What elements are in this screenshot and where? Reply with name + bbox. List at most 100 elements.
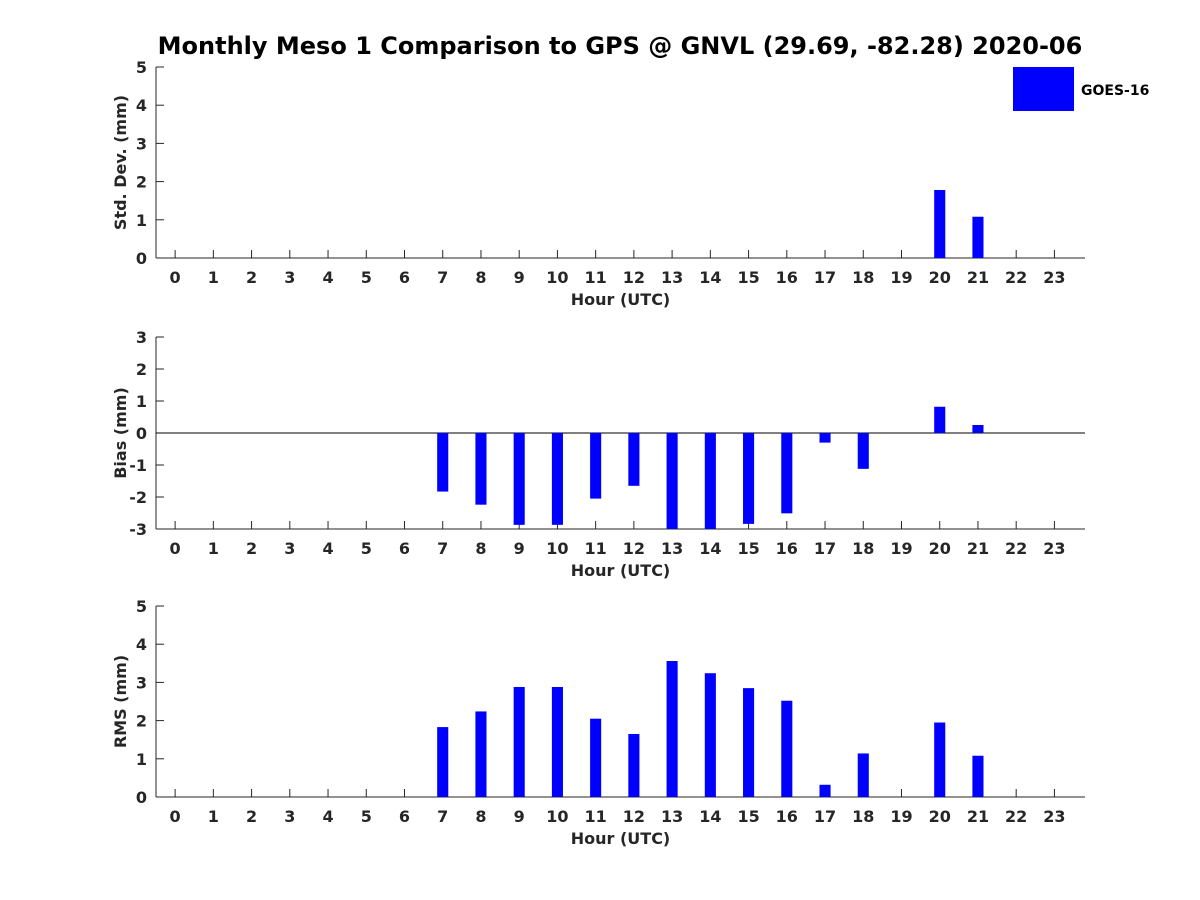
std-dev-bar (972, 216, 984, 258)
rms-bar (513, 686, 525, 797)
bias-y-tick-label: 2 (136, 360, 147, 379)
std-dev-x-tick-label: 0 (170, 268, 181, 287)
std-dev-x-tick-label: 6 (399, 268, 410, 287)
rms-x-tick-label: 18 (852, 807, 874, 826)
std-dev-x-tick-label: 16 (776, 268, 798, 287)
bias-x-tick-label: 0 (170, 539, 181, 558)
bias-x-tick-label: 9 (514, 539, 525, 558)
bias-x-tick-label: 23 (1043, 539, 1065, 558)
rms-bar (934, 722, 946, 797)
std-dev-x-tick-label: 23 (1043, 268, 1065, 287)
rms-bar (666, 661, 678, 797)
bias-y-tick-label: 0 (136, 424, 147, 443)
rms-x-tick-label: 9 (514, 807, 525, 826)
bias-x-tick-label: 3 (284, 539, 295, 558)
std-dev-x-tick-label: 9 (514, 268, 525, 287)
rms-bar (704, 673, 716, 797)
rms-x-tick-label: 2 (246, 807, 257, 826)
bias-bar (704, 433, 716, 529)
bias-x-tick-label: 2 (246, 539, 257, 558)
bias-x-tick-label: 4 (322, 539, 333, 558)
rms-x-tick-label: 8 (475, 807, 486, 826)
bias-x-tick-label: 19 (890, 539, 912, 558)
bias-x-tick-label: 12 (623, 539, 645, 558)
rms-bar (819, 784, 831, 797)
bias-y-tick-label: 3 (136, 328, 147, 347)
std-dev-x-tick-label: 20 (929, 268, 951, 287)
bias-y-tick-label: 1 (136, 392, 147, 411)
std-dev-x-tick-label: 13 (661, 268, 683, 287)
bias-x-tick-label: 11 (585, 539, 607, 558)
bias-x-tick-label: 10 (546, 539, 568, 558)
bias-x-tick-label: 1 (208, 539, 219, 558)
bias-x-tick-label: 13 (661, 539, 683, 558)
rms-x-tick-label: 21 (967, 807, 989, 826)
rms-x-tick-label: 5 (361, 807, 372, 826)
bias-bar (551, 433, 563, 525)
bias-x-tick-label: 18 (852, 539, 874, 558)
bias-bar (666, 433, 678, 529)
rms-y-tick-label: 4 (136, 635, 147, 654)
std-dev-y-tick-label: 3 (136, 134, 147, 153)
rms-x-tick-label: 7 (437, 807, 448, 826)
rms-y-axis-label: RMS (mm) (111, 655, 130, 748)
std-dev-x-axis-label: Hour (UTC) (571, 290, 671, 309)
bias-bar (934, 406, 946, 433)
std-dev-y-tick-label: 5 (136, 58, 147, 77)
figure-title: Monthly Meso 1 Comparison to GPS @ GNVL … (158, 32, 1083, 60)
bias-y-axis-label: Bias (mm) (111, 387, 130, 479)
rms-x-tick-label: 22 (1005, 807, 1027, 826)
std-dev-x-tick-label: 17 (814, 268, 836, 287)
std-dev-x-tick-label: 11 (585, 268, 607, 287)
rms-x-tick-label: 19 (890, 807, 912, 826)
legend: GOES-16 (1013, 67, 1149, 111)
std-dev-x-tick-label: 12 (623, 268, 645, 287)
std-dev-y-tick-label: 4 (136, 96, 147, 115)
rms-x-tick-label: 17 (814, 807, 836, 826)
bias-x-tick-label: 16 (776, 539, 798, 558)
std-dev-x-tick-label: 5 (361, 268, 372, 287)
legend-label: GOES-16 (1081, 83, 1149, 99)
std-dev-y-axis-label: Std. Dev. (mm) (111, 95, 130, 230)
bias-x-tick-label: 17 (814, 539, 836, 558)
rms-x-tick-label: 14 (699, 807, 721, 826)
std-dev-x-tick-label: 15 (737, 268, 759, 287)
rms-bar (437, 727, 449, 797)
std-dev-x-tick-label: 14 (699, 268, 721, 287)
rms-x-tick-label: 23 (1043, 807, 1065, 826)
bias-x-tick-label: 22 (1005, 539, 1027, 558)
std-dev-x-tick-label: 4 (322, 268, 333, 287)
std-dev-x-tick-label: 10 (546, 268, 568, 287)
bias-x-tick-label: 5 (361, 539, 372, 558)
rms-y-tick-label: 1 (136, 750, 147, 769)
rms-bar (551, 686, 563, 797)
std-dev-x-tick-label: 22 (1005, 268, 1027, 287)
std-dev-x-tick-label: 1 (208, 268, 219, 287)
legend-swatch (1013, 67, 1074, 111)
rms-y-tick-label: 2 (136, 712, 147, 731)
std-dev-x-tick-label: 3 (284, 268, 295, 287)
rms-bar (628, 733, 640, 797)
std-dev-y-tick-label: 1 (136, 211, 147, 230)
bias-bar (857, 433, 869, 469)
bias-x-axis-label: Hour (UTC) (571, 561, 671, 580)
std-dev-x-tick-label: 2 (246, 268, 257, 287)
rms-y-tick-label: 0 (136, 788, 147, 807)
bias-bar (513, 433, 525, 525)
std-dev-x-tick-label: 21 (967, 268, 989, 287)
rms-x-tick-label: 3 (284, 807, 295, 826)
bias-bar (819, 433, 831, 443)
bias-bar (437, 433, 449, 492)
rms-x-tick-label: 1 (208, 807, 219, 826)
rms-bar (857, 753, 869, 797)
bias-y-tick-label: -2 (129, 488, 147, 507)
bias-y-tick-label: -1 (129, 456, 147, 475)
rms-bar (781, 700, 793, 797)
bias-bar (972, 425, 984, 433)
bias-bar (781, 433, 793, 514)
rms-x-tick-label: 11 (585, 807, 607, 826)
bias-x-tick-label: 8 (475, 539, 486, 558)
